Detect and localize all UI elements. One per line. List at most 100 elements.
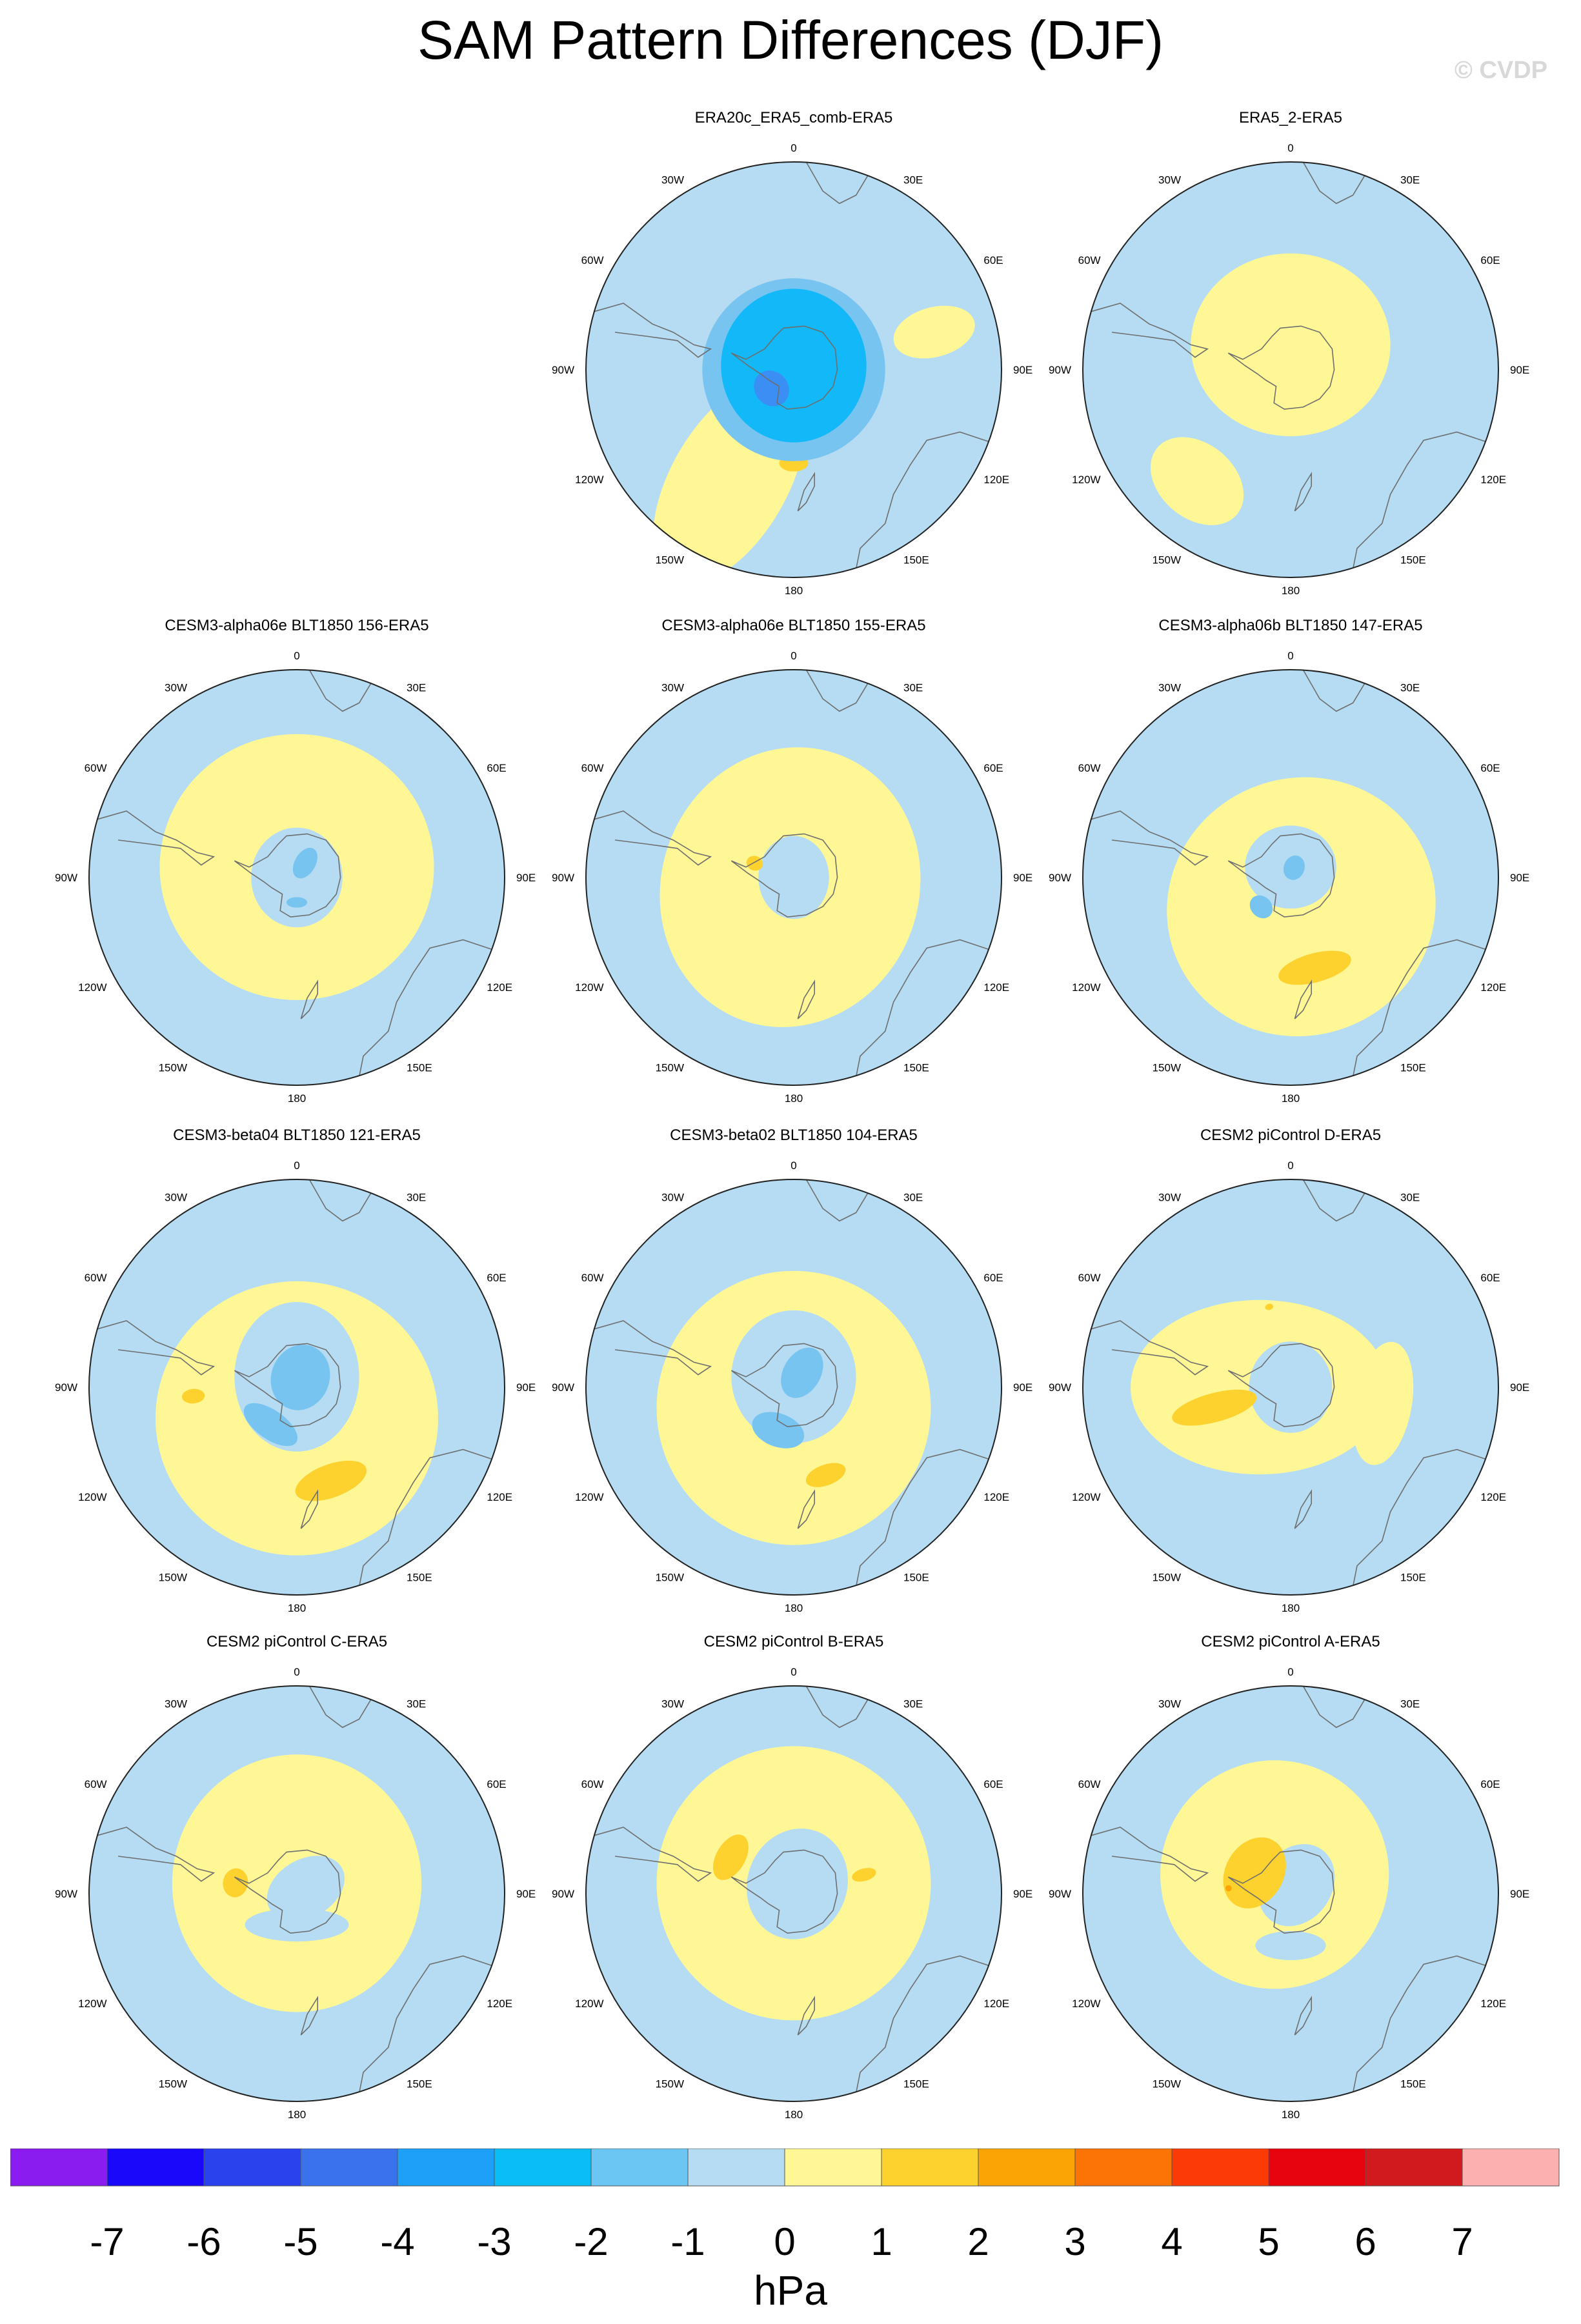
australia-outline: [1352, 431, 1495, 570]
new-zealand-outline: [300, 1996, 318, 2036]
longitude-label: 150W: [1153, 1571, 1181, 1583]
australia-outline: [1352, 1448, 1495, 1587]
contour-region: [243, 1403, 298, 1447]
longitude-label: 150W: [656, 2078, 684, 2090]
longitude-label: 90E: [1013, 364, 1032, 376]
new-zealand-outline: [300, 1489, 318, 1529]
longitude-label: 60E: [1480, 762, 1500, 774]
longitude-label: 0: [294, 1159, 299, 1172]
colorbar-tick-label: 7: [1451, 2220, 1473, 2263]
contour-region: [286, 897, 308, 908]
map-rim: [585, 669, 1002, 1086]
colorbar-tick-label: -5: [283, 2220, 317, 2263]
south-america-outline: [594, 303, 712, 358]
panel-title: CESM3-beta04 BLT1850 121-ERA5: [173, 1127, 421, 1144]
longitude-label: 30W: [1158, 174, 1181, 186]
antarctica-outline: [730, 325, 838, 410]
africa-outline: [805, 670, 869, 712]
longitude-label: 180: [785, 1602, 803, 1614]
longitude-label: 90E: [1013, 872, 1032, 884]
longitude-label: 120E: [983, 1998, 1009, 2010]
longitude-label: 30W: [661, 174, 684, 186]
colorbar-tick-label: 3: [1064, 2220, 1085, 2263]
coastlines: [1091, 162, 1495, 570]
colorbar-swatch: [1462, 2149, 1560, 2187]
longitude-label: 60E: [983, 762, 1003, 774]
new-zealand-outline: [300, 979, 318, 1019]
longitude-label: 30E: [407, 682, 426, 694]
longitude-label: 60W: [1078, 762, 1101, 774]
contour-region: [712, 1834, 749, 1880]
colorbar-tick-label: 5: [1258, 2220, 1279, 2263]
colorbar-units: hPa: [754, 2267, 827, 2314]
longitude-label: 120E: [487, 981, 512, 994]
longitude-label: 90W: [552, 1381, 574, 1394]
contour-region: [893, 305, 975, 359]
coastlines: [594, 1686, 998, 2094]
anomaly-field: [594, 1179, 998, 1587]
polar-map: 0 180 30E 60E 90E 120E 150E 30W 60W 90W 120W 150W: [552, 1666, 1032, 2121]
longitude-label: 120W: [575, 1491, 603, 1503]
coastlines: [1091, 1179, 1495, 1587]
longitude-label: 60W: [1078, 254, 1101, 266]
south-america-outline: [97, 1827, 216, 1882]
coastlines: [1091, 1686, 1495, 2094]
australia-outline: [1352, 1955, 1495, 2094]
colorbar-tick-label: -7: [90, 2220, 124, 2263]
colorbar-swatch: [10, 2149, 108, 2187]
africa-outline: [1302, 670, 1366, 712]
colorbar-tick-label: 6: [1354, 2220, 1376, 2263]
longitude-label: 30E: [407, 1698, 426, 1710]
longitude-label: 90E: [1510, 872, 1529, 884]
longitude-label: 30E: [1400, 682, 1420, 694]
south-america-outline: [594, 1320, 712, 1376]
longitude-label: 60W: [85, 1778, 107, 1790]
longitude-label: 120W: [78, 1998, 106, 2010]
panel-title: CESM2 piControl D-ERA5: [1200, 1127, 1382, 1144]
map-panel-5: CESM3-alpha06b BLT1850 147-ERA5 0 180 30E 6…: [1042, 616, 1539, 1119]
antarctica-outline: [1227, 833, 1335, 918]
contour-region: [292, 847, 317, 879]
longitude-label: 120E: [1480, 1491, 1506, 1503]
polar-map: 0 180 30E 60E 90E 120E 150E 30W 60W 90W 120W 150W: [1049, 142, 1529, 597]
colorbar-swatch: [397, 2149, 495, 2187]
longitude-label: 90E: [516, 872, 536, 884]
colorbar-swatch: [106, 2149, 205, 2187]
colorbar-swatch: [300, 2149, 398, 2187]
longitude-label: 120W: [78, 1491, 106, 1503]
longitude-label: 120W: [78, 981, 106, 994]
colorbar-tick-label: -4: [380, 2220, 414, 2263]
longitude-label: 120E: [487, 1491, 512, 1503]
contour-region: [752, 1412, 805, 1448]
map-rim: [1082, 1179, 1499, 1596]
panel-title: CESM2 piControl B-ERA5: [703, 1633, 884, 1650]
longitude-label: 60W: [581, 254, 604, 266]
colorbar-swatch: [494, 2149, 592, 2187]
panel-title: CESM3-beta02 BLT1850 104-ERA5: [670, 1127, 918, 1144]
new-zealand-outline: [1294, 1996, 1312, 2036]
map-rim: [1082, 161, 1499, 578]
longitude-label: 0: [1287, 1666, 1293, 1678]
longitude-label: 150E: [407, 1571, 432, 1583]
south-america-outline: [1091, 810, 1209, 866]
longitude-label: 90E: [516, 1381, 536, 1394]
longitude-label: 90E: [1510, 364, 1529, 376]
colorbar-tick-label: -3: [477, 2220, 511, 2263]
coastlines: [594, 1179, 998, 1587]
longitude-label: 180: [785, 585, 803, 597]
australia-outline: [358, 1955, 501, 2094]
longitude-label: 30W: [165, 682, 187, 694]
longitude-label: 90W: [552, 364, 574, 376]
contour-region: [1278, 950, 1351, 985]
colorbar-tick-label: 4: [1161, 2220, 1182, 2263]
longitude-label: 60W: [1078, 1272, 1101, 1284]
longitude-label: 60W: [1078, 1778, 1101, 1790]
longitude-label: 30W: [1158, 1192, 1181, 1204]
anomaly-field: [1091, 162, 1495, 570]
panel-title: CESM3-alpha06e BLT1850 155-ERA5: [661, 617, 926, 634]
contour-region: [1255, 1931, 1326, 1960]
coastlines: [594, 162, 998, 570]
longitude-label: 150W: [656, 1571, 684, 1583]
map-panel-3: CESM3-alpha06e BLT1850 156-ERA5 0 180 30E 6…: [48, 616, 545, 1119]
polar-map: 0 180 30E 60E 90E 120E 150E 30W 60W 90W 120W 150W: [55, 1159, 536, 1614]
